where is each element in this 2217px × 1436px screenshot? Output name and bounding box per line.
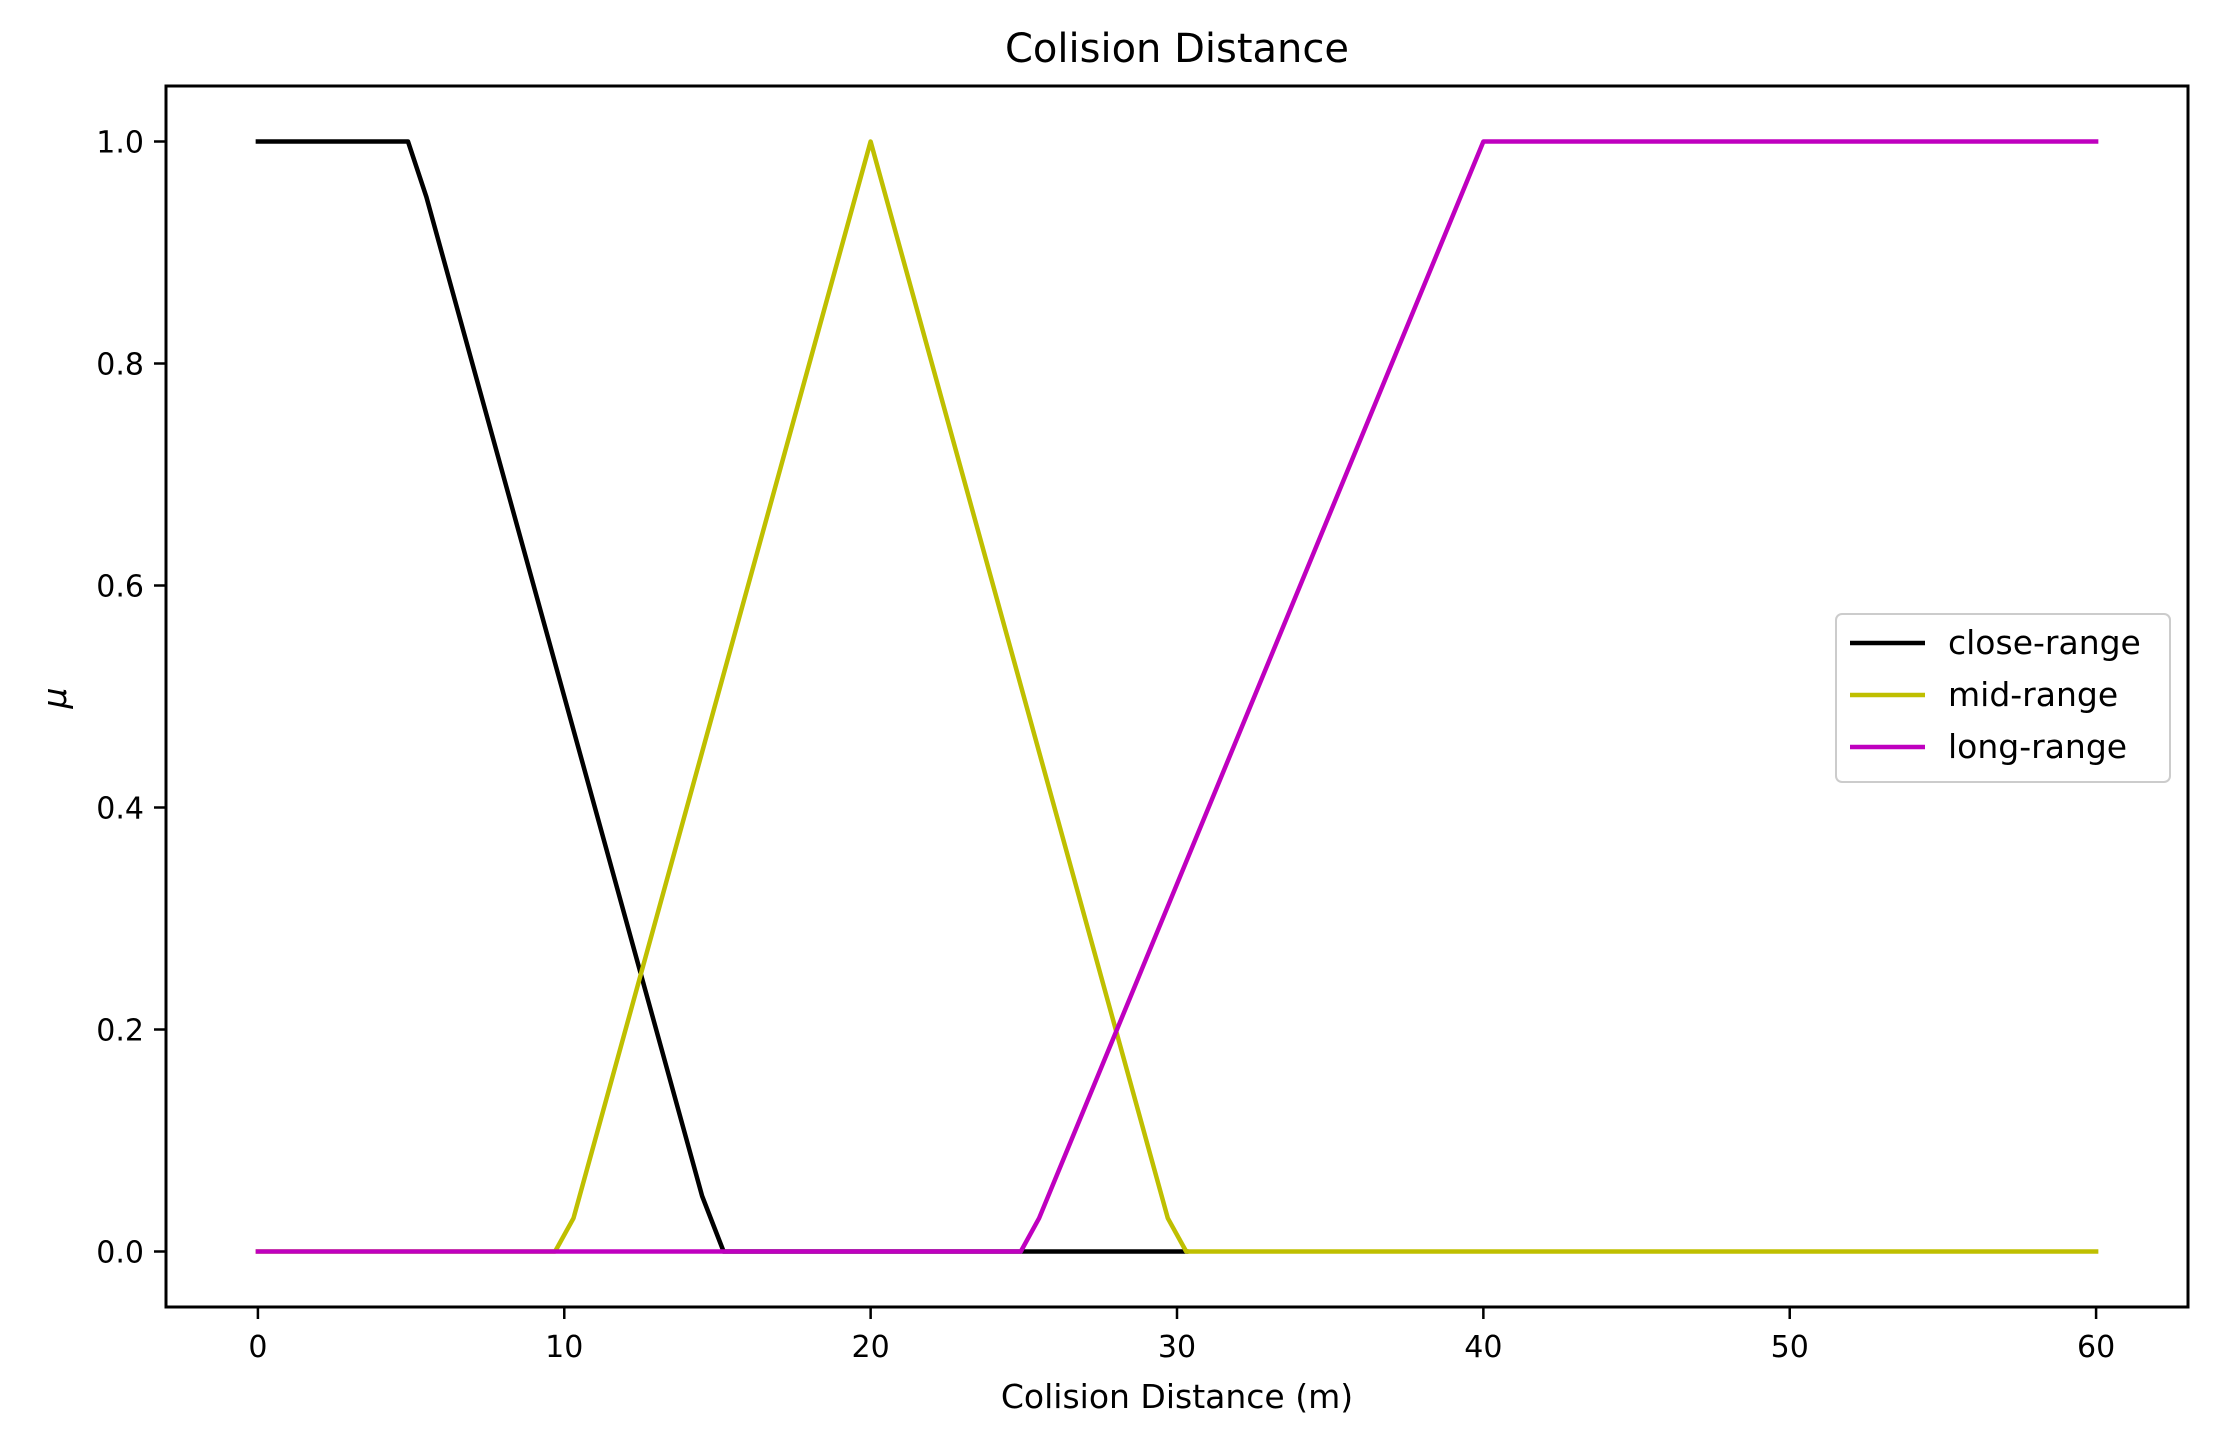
- x-tick-label: 20: [852, 1330, 890, 1365]
- y-tick-label: 0.6: [96, 570, 144, 605]
- series-line-long-range: [255, 139, 2099, 1254]
- legend: close-range mid-range long-range: [1835, 613, 2171, 783]
- x-tick-label: 60: [2077, 1330, 2115, 1365]
- x-tick-label: 40: [1464, 1330, 1502, 1365]
- series-line-close-range: [255, 139, 1189, 1254]
- y-tick-label: 0.0: [96, 1236, 144, 1271]
- y-tick-label: 0.2: [96, 1014, 144, 1049]
- y-tick-label: 1.0: [96, 126, 144, 161]
- legend-label-mid-range: mid-range: [1948, 675, 2118, 714]
- y-axis-ticks: 0.0 0.2 0.4 0.6 0.8 1.0: [96, 126, 166, 1271]
- x-tick-label: 50: [1771, 1330, 1809, 1365]
- legend-box: [1835, 613, 2171, 783]
- series-layer: [255, 139, 2099, 1254]
- legend-label-close-range: close-range: [1948, 623, 2141, 662]
- x-tick-label: 0: [248, 1330, 267, 1365]
- chart-title: Colision Distance: [1005, 26, 1349, 72]
- x-axis-title: Colision Distance (m): [1001, 1377, 1353, 1416]
- y-axis-title: μ: [35, 688, 74, 710]
- x-axis-ticks: 0 10 20 30 40 50 60: [248, 1307, 2115, 1365]
- y-tick-label: 0.4: [96, 792, 144, 827]
- x-tick-label: 30: [1158, 1330, 1196, 1365]
- legend-label-long-range: long-range: [1948, 727, 2127, 766]
- series-line-mid-range: [255, 139, 2099, 1254]
- x-tick-label: 10: [545, 1330, 583, 1365]
- y-tick-label: 0.8: [96, 348, 144, 383]
